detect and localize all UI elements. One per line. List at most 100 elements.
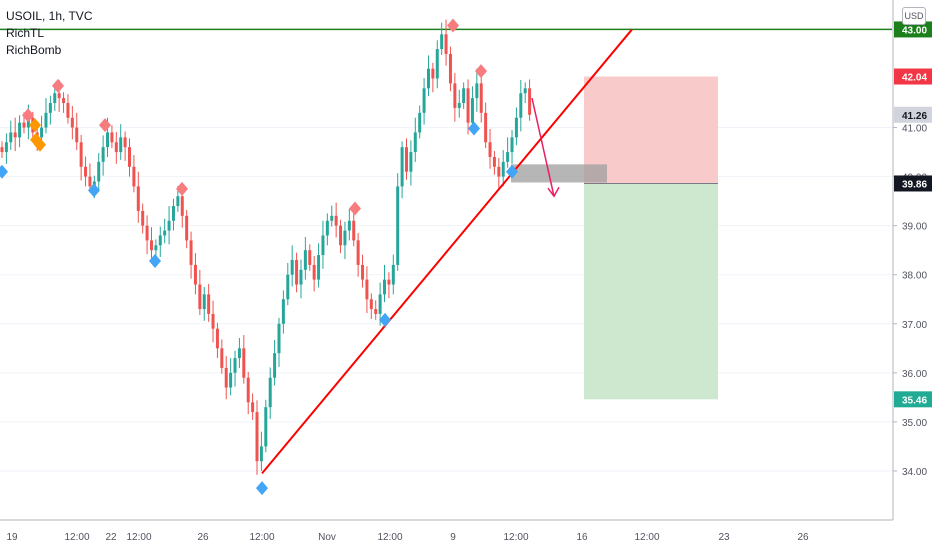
candle-body [79,142,83,167]
candle-body [211,313,215,329]
candle-body [132,166,136,187]
candle-body [224,367,228,388]
candle-body [290,260,294,275]
forecast-arrow [531,97,555,197]
candle-body [523,88,527,94]
candle-body [158,235,162,246]
candle-body [101,147,105,162]
candle-body [383,279,387,295]
price-label: 42.04 [902,73,927,84]
signal-top-marker [475,64,487,79]
candle-body [123,137,127,148]
price-label: 43.00 [902,25,927,36]
candle-body [299,269,303,285]
candle-body [470,98,474,123]
candle-body [453,83,457,108]
candle-body [286,274,290,300]
candle-body [264,407,268,447]
candle-body [519,93,523,118]
candle-body [387,279,391,285]
indicator-richtl-label[interactable]: RichTL [6,26,45,40]
signal-bottom-marker [506,164,518,179]
candle-body [365,279,369,300]
signal-alt-marker [29,118,41,133]
chart-legend: USOIL, 1h, TVC RichTL RichBomb [6,8,92,59]
candle-body [361,264,365,280]
signal-top-marker [52,78,64,93]
candle-body [321,235,325,256]
signal-bottom-marker [0,164,8,179]
candle-body [312,264,316,280]
time-tick-label: 9 [450,532,456,543]
candle-body [106,132,110,148]
price-label: 41.26 [902,111,927,122]
candle-body [251,402,255,413]
price-axis-bg [893,0,932,520]
candle-body [374,309,378,314]
candle-body [229,372,233,388]
time-tick-label: 26 [197,532,209,543]
candle-body [488,142,492,157]
candle-body [44,112,48,128]
candle-body [13,132,17,138]
price-tick-label: 39.00 [902,222,927,233]
candle-body [444,34,448,54]
candle-body [149,240,153,251]
candle-body [233,358,237,373]
candle-body [501,161,505,177]
candle-body [466,88,470,123]
candle-body [404,147,408,172]
signal-bottom-marker [256,481,268,496]
time-tick-label: 12:00 [503,532,528,543]
signal-top-marker [22,108,34,123]
candle-body [295,260,299,285]
signal-alt-marker [34,137,46,152]
price-label-bg [894,391,932,408]
candle-body [97,161,101,182]
candle-body [185,215,189,241]
time-tick-label: 12:00 [634,532,659,543]
signal-bottom-marker [149,253,161,268]
candle-body [277,323,281,354]
price-tick-label: 36.00 [902,369,927,380]
candle-body [88,176,92,187]
signal-bottom-marker [88,183,100,198]
candle-body [163,230,167,236]
candle-body [167,220,171,231]
symbol-title[interactable]: USOIL, 1h, TVC [6,9,93,23]
time-tick-label: 23 [718,532,730,543]
candle-body [114,142,118,153]
candle-body [369,299,373,310]
price-tick-label: 41.00 [902,124,927,135]
candle-body [180,196,184,216]
candle-body [431,68,435,79]
candle-body [259,446,263,462]
candle-body [215,328,219,349]
currency-button[interactable]: USD [902,7,926,25]
candle-body [317,255,321,280]
price-tick-label: 34.00 [902,467,927,478]
signal-top-marker [176,181,188,196]
signal-top-marker [349,201,361,216]
candle-body [409,152,413,172]
price-tick-label: 38.00 [902,271,927,282]
candle-body [497,166,501,177]
time-axis-bg [0,520,932,550]
candle-body [75,127,79,143]
breakout-box [511,164,607,183]
candle-body [308,250,312,265]
candle-body [207,294,211,314]
price-label-bg [894,106,932,123]
candle-body [141,210,145,226]
candle-body [189,240,193,265]
candle-body [413,132,417,153]
candle-body [510,137,514,153]
take-profit-zone [584,183,718,400]
indicator-richbomb-label[interactable]: RichBomb [6,43,62,57]
candle-body [18,122,22,138]
candle-body [171,206,175,221]
candle-body [422,88,426,113]
time-tick-label: 12:00 [249,532,274,543]
